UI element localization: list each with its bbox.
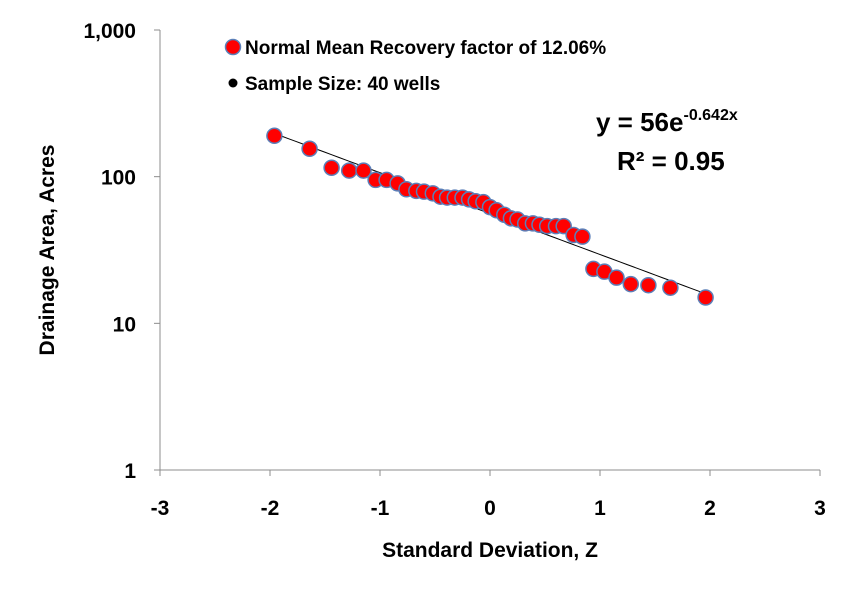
equation-text: y = 56e-0.642x — [596, 107, 738, 137]
y-tick-label: 100 — [101, 167, 136, 190]
data-point — [340, 162, 358, 179]
axes — [159, 30, 820, 471]
data-point — [608, 269, 625, 286]
data-point — [662, 279, 679, 296]
data-point — [323, 159, 340, 177]
legend-marker-sample-size — [228, 78, 238, 88]
y-tick-label: 1 — [124, 460, 136, 483]
equation-exponent: -0.642x — [683, 107, 737, 124]
x-tick-label: -3 — [151, 497, 170, 520]
trendline-equation: y = 56e-0.642x R² = 0.95 — [596, 107, 738, 176]
legend: Normal Mean Recovery factor of 12.06% Sa… — [224, 38, 606, 95]
x-tick-label: -2 — [261, 497, 280, 520]
x-axis-title: Standard Deviation, Z — [382, 539, 598, 562]
data-point — [301, 140, 318, 158]
y-axis-title: Drainage Area, Acres — [36, 145, 59, 356]
data-point — [640, 276, 657, 294]
legend-label-recovery: Normal Mean Recovery factor of 12.06% — [245, 38, 606, 59]
tick-marks — [154, 29, 821, 476]
tick-labels: -3 -2 -1 0 1 2 3 1 10 100 1,000 — [83, 20, 825, 520]
data-points — [266, 127, 714, 306]
data-point — [622, 275, 640, 293]
x-tick-label: 1 — [594, 497, 606, 520]
x-tick-label: 2 — [704, 497, 716, 520]
x-tick-label: 0 — [484, 497, 496, 520]
x-tick-label: -1 — [371, 497, 390, 520]
y-tick-label: 1,000 — [83, 20, 136, 43]
legend-label-sample-size: Sample Size: 40 wells — [245, 74, 440, 95]
data-point — [355, 162, 372, 179]
data-point — [574, 228, 591, 245]
data-point — [697, 289, 714, 306]
x-tick-label: 3 — [814, 497, 826, 520]
data-point — [266, 127, 283, 145]
legend-marker-recovery — [224, 38, 242, 56]
y-tick-label: 10 — [113, 313, 136, 336]
equation-base: y = 56e — [596, 107, 683, 137]
r-squared-text: R² = 0.95 — [617, 146, 725, 176]
